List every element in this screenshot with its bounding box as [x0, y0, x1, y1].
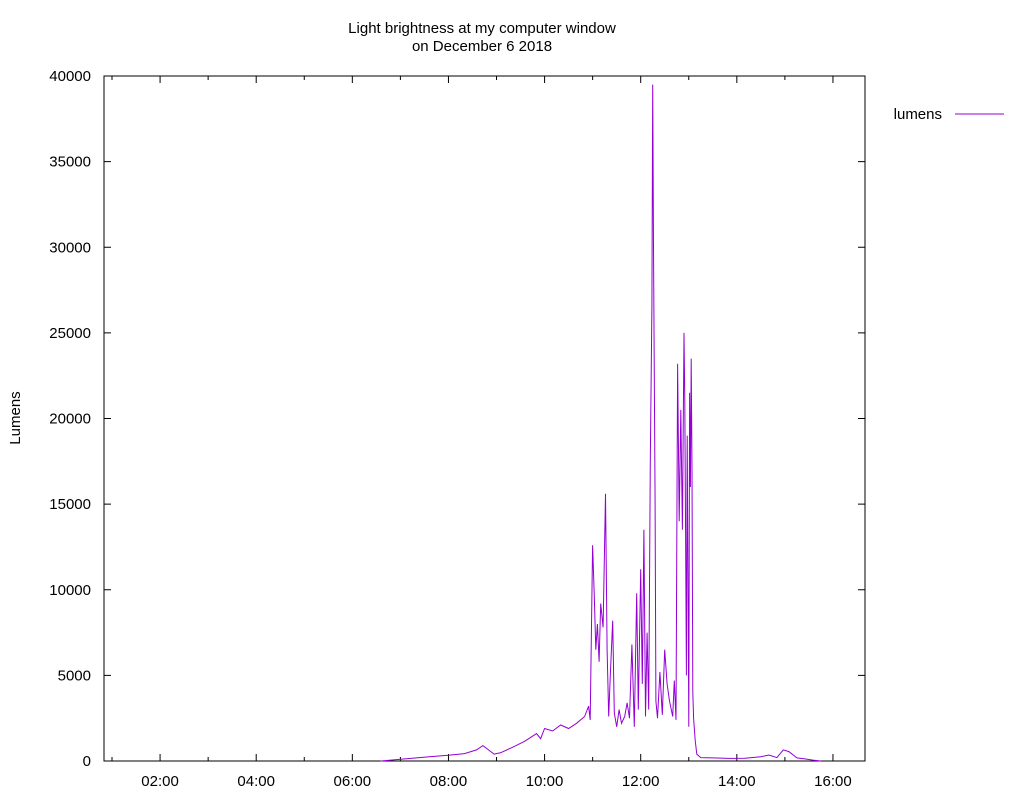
y-tick-label: 25000: [49, 325, 91, 342]
y-axis-label: Lumens: [7, 391, 24, 444]
x-tick-label: 08:00: [430, 773, 468, 790]
x-tick-label: 10:00: [526, 773, 564, 790]
y-axis: 0 5000 10000 15000 20000 25000 30000 35000 40000: [49, 68, 865, 770]
legend-label-lumens: lumens: [894, 106, 942, 123]
y-tick-label: 40000: [49, 68, 91, 85]
x-tick-label: 06:00: [334, 773, 372, 790]
y-tick-label: 0: [83, 753, 91, 770]
y-tick-label: 5000: [58, 667, 91, 684]
x-tick-label: 02:00: [141, 773, 179, 790]
plot-frame: [103, 75, 866, 762]
series-line-lumens: [380, 84, 821, 762]
chart-title-line1: Light brightness at my computer window: [348, 20, 616, 37]
y-tick-label: 20000: [49, 411, 91, 428]
y-tick-label: 35000: [49, 154, 91, 171]
x-axis: 02:00 04:00 06:00 08:00 10:00 12:00 14:00 16:00: [111, 76, 852, 790]
chart-title-line2: on December 6 2018: [412, 38, 552, 55]
x-tick-label: 04:00: [237, 773, 275, 790]
x-tick-label: 12:00: [622, 773, 660, 790]
x-tick-label: 16:00: [814, 773, 852, 790]
y-tick-label: 15000: [49, 496, 91, 513]
y-tick-label: 10000: [49, 582, 91, 599]
x-tick-label: 14:00: [718, 773, 756, 790]
y-tick-label: 30000: [49, 239, 91, 256]
legend: lumens: [894, 106, 1004, 123]
